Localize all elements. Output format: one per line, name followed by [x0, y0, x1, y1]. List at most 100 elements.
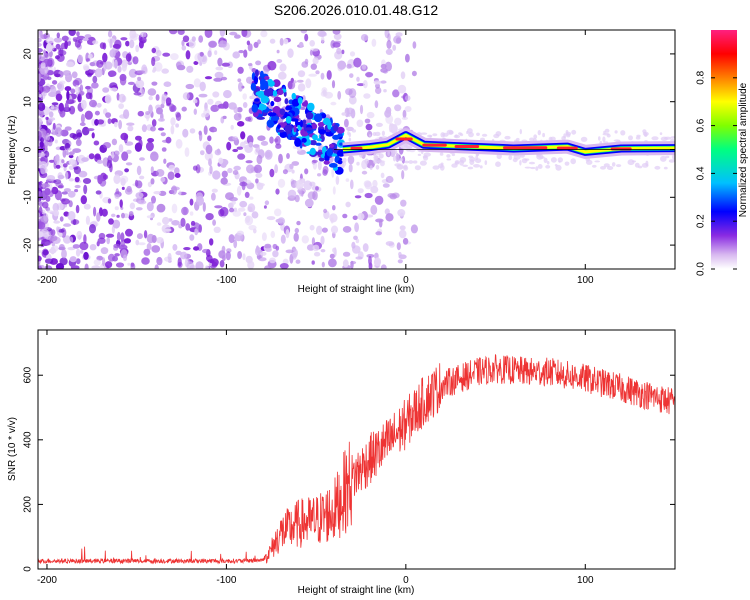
noise-blob [46, 70, 54, 76]
noise-blob [186, 261, 194, 269]
x-tick-label: 0 [403, 275, 409, 286]
noise-blob [177, 257, 182, 267]
noise-blob [240, 131, 246, 140]
snr-frame [37, 329, 676, 570]
noise-blob [408, 160, 414, 164]
noise-blob [190, 220, 196, 226]
noise-blob [219, 30, 226, 37]
noise-blob [236, 185, 242, 196]
noise-blob [396, 242, 401, 251]
noise-blob [276, 49, 280, 54]
noise-blob [251, 211, 259, 219]
noise-blob [97, 237, 106, 244]
noise-blob [356, 161, 360, 166]
noise-blob [133, 92, 142, 96]
noise-blob [337, 90, 342, 100]
noise-blob [401, 155, 406, 164]
noise-blob [156, 50, 162, 57]
noise-blob [123, 238, 131, 244]
noise-blob [48, 111, 54, 118]
noise-blob [323, 208, 328, 214]
noise-blob [337, 60, 347, 70]
noise-blob [351, 241, 356, 249]
noise-blob [38, 255, 42, 262]
noise-blob [309, 49, 313, 56]
noise-blob [68, 178, 75, 182]
noise-blob [243, 212, 247, 217]
noise-blob [82, 126, 90, 136]
noise-blob [156, 203, 166, 213]
cluster-blob [285, 105, 293, 111]
noise-blob [184, 147, 190, 158]
cluster-blob [272, 107, 276, 113]
noise-blob [193, 108, 197, 115]
noise-blob [381, 136, 388, 139]
noise-blob [74, 184, 81, 189]
noise-blob [392, 149, 398, 155]
noise-blob [53, 37, 63, 43]
noise-blob [135, 239, 140, 246]
noise-blob [138, 242, 146, 246]
noise-blob [121, 212, 125, 219]
noise-blob [127, 81, 135, 85]
noise-blob [432, 165, 440, 170]
noise-blob [356, 119, 364, 128]
noise-blob [432, 133, 438, 137]
noise-blob [115, 262, 125, 268]
snr-x-axis-label: Height of straight line (km) [298, 585, 415, 596]
noise-blob [192, 99, 198, 104]
x-tick-label: -100 [216, 275, 236, 286]
noise-blob [182, 35, 190, 43]
noise-blob [66, 90, 70, 101]
noise-blob [77, 54, 84, 64]
noise-blob [267, 60, 277, 71]
noise-blob [40, 164, 46, 175]
noise-blob [309, 224, 315, 231]
noise-blob [38, 221, 46, 230]
noise-blob [89, 99, 97, 108]
noise-blob [348, 163, 353, 173]
noise-blob [54, 73, 61, 78]
noise-blob [150, 126, 156, 132]
noise-blob [381, 130, 385, 136]
noise-blob [45, 258, 54, 264]
noise-blob [274, 208, 282, 217]
noise-blob [265, 247, 272, 252]
noise-blob [119, 175, 129, 184]
snr-line [38, 354, 675, 565]
noise-blob [212, 91, 220, 98]
noise-blob [278, 153, 283, 164]
noise-blob [637, 165, 643, 169]
noise-blob [354, 222, 359, 233]
noise-blob [410, 224, 418, 234]
noise-blob [170, 117, 176, 126]
noise-blob [218, 40, 228, 48]
noise-blob [69, 151, 75, 155]
noise-blob [128, 68, 138, 78]
x-tick-label: 0 [403, 575, 409, 586]
noise-blob [321, 36, 325, 44]
noise-blob [113, 243, 121, 249]
noise-blob [193, 61, 199, 65]
noise-blob [62, 163, 68, 168]
noise-blob [255, 60, 262, 66]
noise-blob [96, 212, 101, 222]
noise-blob [135, 44, 140, 53]
noise-blob [239, 141, 246, 149]
noise-blob [62, 235, 72, 244]
noise-blob [176, 64, 186, 71]
noise-blob [38, 84, 44, 94]
noise-blob [315, 186, 319, 191]
noise-blob [87, 40, 91, 45]
noise-blob [512, 157, 518, 163]
noise-blob [182, 128, 189, 138]
noise-blob [261, 232, 267, 242]
snr-plot-area [38, 354, 675, 565]
noise-blob [245, 215, 251, 223]
noise-blob [279, 63, 287, 72]
noise-blob [59, 244, 65, 250]
noise-blob [373, 155, 379, 160]
cluster-blob [315, 142, 322, 146]
noise-blob [153, 191, 161, 195]
